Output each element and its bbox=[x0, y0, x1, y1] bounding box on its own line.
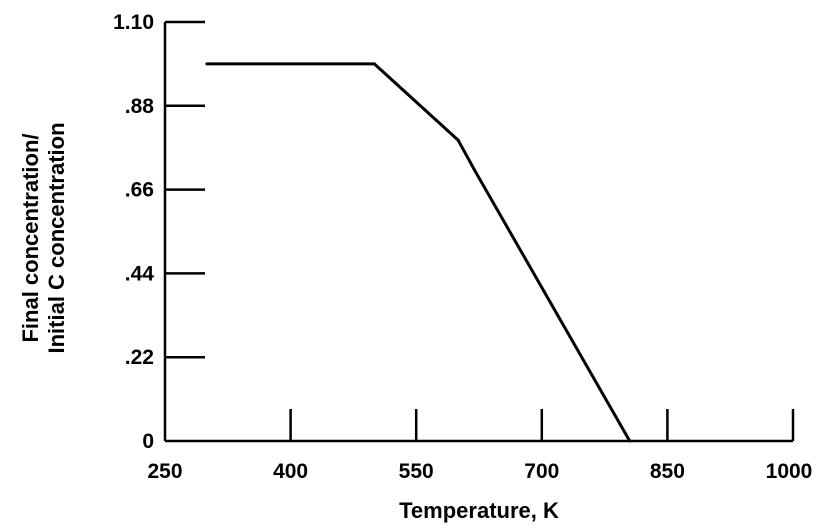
y-tick-label: 1.10 bbox=[113, 11, 154, 34]
x-tick-label: 400 bbox=[273, 460, 308, 483]
x-axis-title: Temperature, K bbox=[399, 498, 559, 523]
y-tick-label: .44 bbox=[125, 262, 155, 285]
data-point bbox=[205, 62, 209, 66]
y-tick-label: .22 bbox=[125, 346, 154, 369]
data-point bbox=[456, 138, 460, 142]
series bbox=[205, 62, 632, 443]
tick-labels: 0 .22 .44 .66 .88 1.10 250 400 550 700 850 1000 bbox=[113, 11, 812, 483]
data-point bbox=[473, 169, 477, 173]
data-point bbox=[372, 62, 376, 66]
y-tick-label: .66 bbox=[125, 179, 154, 202]
y-tick-label: 0 bbox=[142, 430, 154, 453]
x-tick-label: 250 bbox=[147, 460, 182, 483]
ticks bbox=[165, 20, 795, 441]
data-point bbox=[628, 439, 632, 443]
y-tick-label: .88 bbox=[125, 95, 155, 118]
y-axis-title: Final concentration/ Initial C concentra… bbox=[18, 122, 69, 353]
x-tick-label: 850 bbox=[650, 460, 685, 483]
y-axis-title-line-2: Initial C concentration bbox=[44, 122, 69, 353]
series-line bbox=[206, 62, 632, 442]
x-tick-label: 700 bbox=[524, 460, 559, 483]
x-tick-label: 1000 bbox=[766, 460, 813, 483]
x-tick-label: 550 bbox=[399, 460, 434, 483]
axes bbox=[163, 22, 793, 443]
y-axis-title-line-1: Final concentration/ bbox=[18, 133, 43, 342]
